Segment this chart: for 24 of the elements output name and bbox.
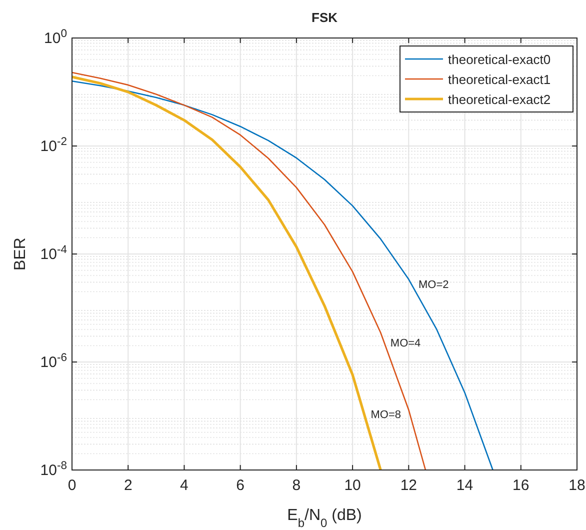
x-tick-label: 18 — [568, 477, 586, 494]
x-tick-label: 8 — [292, 477, 301, 494]
x-tick-label: 14 — [456, 477, 474, 494]
y-tick-label: 10$^{-4}$ — [40, 244, 67, 263]
x-tick-label: 10 — [344, 477, 361, 494]
legend-label: theoretical-exact2 — [448, 92, 551, 107]
x-tick-label: 0 — [68, 477, 76, 494]
x-tick-label: 6 — [236, 477, 245, 494]
y-tick-label: 10$^{-6}$ — [40, 352, 67, 371]
legend-label: theoretical-exact1 — [448, 72, 551, 87]
annotation: MO=8 — [370, 408, 402, 421]
x-tick-label: 16 — [512, 477, 530, 494]
y-axis-title: BER — [12, 238, 29, 270]
x-axis-title: E$_{b}$/N$_{0}$ (dB) — [287, 507, 362, 530]
y-tick-label: 10$^{-2}$ — [40, 136, 67, 155]
y-tick-label: 10$^{0}$ — [44, 28, 67, 47]
annotation: MO=2 — [418, 278, 449, 291]
annotation: MO=4 — [390, 337, 421, 350]
x-tick-label: 12 — [400, 477, 418, 494]
chart-title: FSK — [312, 10, 338, 25]
x-tick-label: 4 — [180, 477, 188, 494]
y-tick-label: 10$^{-8}$ — [40, 460, 67, 479]
x-tick-label: 2 — [124, 477, 132, 494]
legend-label: theoretical-exact0 — [448, 52, 551, 67]
